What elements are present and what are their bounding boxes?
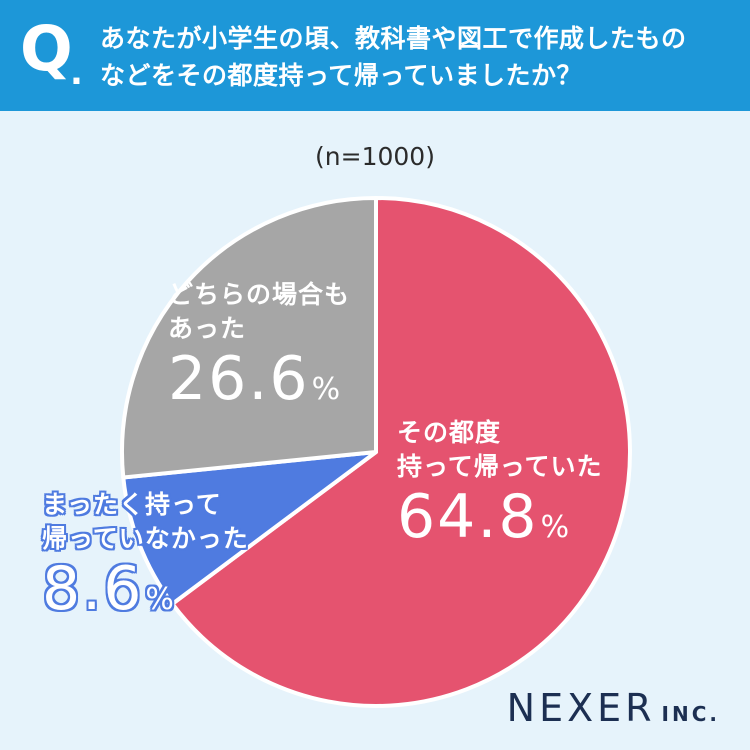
logo-suffix: INC. — [661, 702, 720, 726]
slice-label-no: まったく持って 帰っていなかった 8.6% — [42, 488, 249, 622]
pie-slice-no — [121, 450, 378, 606]
slice-label-yes-line1: その都度 — [397, 418, 502, 447]
logo-name: NEXER — [506, 686, 656, 730]
q-dot: . — [70, 53, 83, 93]
slice-value-sometimes: 26.6% — [168, 346, 350, 412]
sample-size: (n=1000) — [315, 142, 435, 171]
slice-value-yes-unit: % — [540, 510, 572, 545]
slice-label-sometimes: どちらの場合も あった 26.6% — [168, 278, 350, 412]
pie-slice-yes — [170, 196, 632, 708]
slice-label-sometimes-line1: どちらの場合も — [168, 280, 351, 309]
slice-value-no-number: 8.6 — [42, 554, 144, 624]
slice-value-yes: 64.8% — [397, 484, 603, 550]
slice-value-yes-number: 64.8 — [397, 482, 539, 552]
question-header: Q . あなたが小学生の頃、教科書や図工で作成したもの などをその都度持って帰っ… — [0, 0, 750, 111]
question-line-2: などをその都度持って帰っていましたか？ — [100, 61, 583, 90]
slice-value-no-unit: % — [145, 582, 176, 617]
question-line-1: あなたが小学生の頃、教科書や図工で作成したもの — [100, 24, 687, 53]
slice-label-yes-line2: 持って帰っていた — [397, 452, 603, 481]
slice-label-no-line2: 帰っていなかった — [42, 524, 249, 553]
slice-label-yes: その都度 持って帰っていた 64.8% — [397, 416, 603, 550]
q-mark: Q — [20, 12, 73, 85]
slice-label-sometimes-line2: あった — [168, 314, 247, 343]
question-text: あなたが小学生の頃、教科書や図工で作成したもの などをその都度持って帰っていまし… — [100, 20, 740, 94]
slice-value-sometimes-unit: % — [311, 372, 343, 407]
slice-value-no: 8.6% — [42, 556, 249, 622]
slice-label-no-line1: まったく持って — [42, 490, 222, 519]
pie-slice-sometimes — [120, 196, 378, 480]
nexer-logo: NEXER INC. — [507, 686, 720, 730]
slice-value-sometimes-number: 26.6 — [168, 344, 310, 414]
